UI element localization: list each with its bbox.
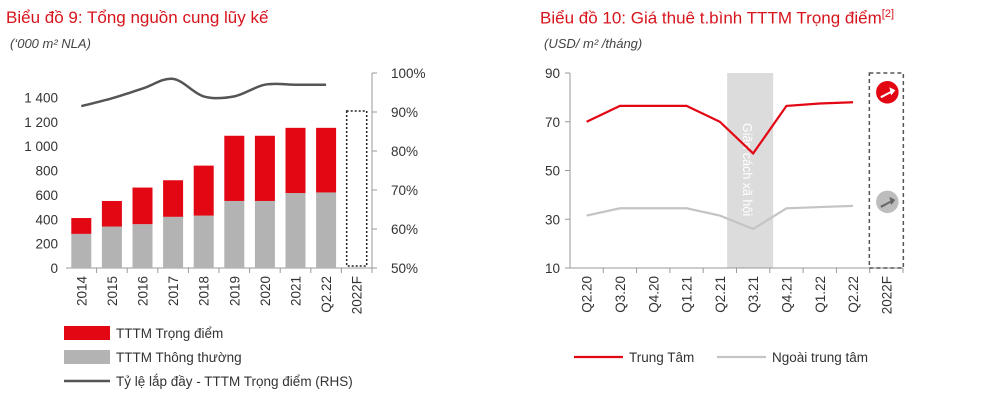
chart2-xtick-label: Q1.22 xyxy=(813,276,828,313)
chart1-bar-thong-thuong xyxy=(224,200,245,268)
chart1-ytick-label: 200 xyxy=(35,237,58,252)
chart1-bar-thong-thuong xyxy=(71,233,92,268)
chart1-ytick-label: 1 200 xyxy=(24,115,58,130)
chart2-shaded-period xyxy=(727,73,774,268)
chart2-title-text: Biểu đồ 10: Giá thuê t.bình TTTM Trọng đ… xyxy=(540,8,882,28)
chart1-xtick-label: 2018 xyxy=(197,276,212,306)
chart1-legend-swatch xyxy=(64,326,110,340)
chart2-xtick-label: Q3.20 xyxy=(613,276,628,313)
chart1-line-occupancy xyxy=(80,77,327,108)
chart1-legend-swatch xyxy=(64,350,110,364)
chart2-xtick-label: Q3.21 xyxy=(746,276,761,313)
chart1-bar-trong-diem xyxy=(163,180,184,217)
chart1-bar-thong-thuong xyxy=(101,226,122,268)
chart2-ytick-label: 50 xyxy=(545,164,560,179)
chart1-xtick-label: 2015 xyxy=(105,276,120,306)
chart1-bar-trong-diem xyxy=(101,200,122,227)
chart1-xtick-label: 2021 xyxy=(289,276,304,306)
chart1-bar-thong-thuong xyxy=(254,200,275,268)
chart1-title: Biểu đồ 9: Tổng nguồn cung lũy kế xyxy=(6,8,269,27)
chart1-xtick-label: 2022F xyxy=(350,276,365,314)
chart2-ytick-label: 30 xyxy=(545,212,560,227)
chart1-bar-trong-diem xyxy=(71,218,92,234)
chart2-outlook-arrow xyxy=(880,196,896,208)
chart1-y2tick-label: 80% xyxy=(391,144,418,159)
chart1-bar-trong-diem xyxy=(254,135,275,201)
chart1-forecast-box xyxy=(345,110,368,267)
chart1-xtick-label: 2016 xyxy=(136,276,151,306)
chart1-legend-label: TTTM Trọng điểm xyxy=(116,326,223,341)
chart1-ytick-label: 1 400 xyxy=(24,90,58,105)
chart1-bar-trong-diem xyxy=(285,127,306,194)
chart2-xtick-label: Q2.22 xyxy=(846,276,861,313)
chart2-xtick-label: 2022F xyxy=(879,276,894,314)
chart1-ytick-label: 0 xyxy=(50,261,58,276)
chart1-bar-thong-thuong xyxy=(285,193,306,268)
chart2-xtick-label: Q1.21 xyxy=(680,276,695,313)
chart2-xtick-label: Q4.20 xyxy=(646,276,661,313)
chart2-ytick-label: 70 xyxy=(545,115,560,130)
chart1-y2tick-label: 50% xyxy=(391,261,418,276)
chart2-legend-label: Trung Tâm xyxy=(629,350,694,365)
chart1-y2tick-label: 70% xyxy=(391,183,418,198)
chart2-xtick-label: Q2.20 xyxy=(580,276,595,313)
chart1-y2tick-label: 60% xyxy=(391,222,418,237)
chart2-line-trung-tam xyxy=(586,101,854,156)
chart1-ytick-label: 600 xyxy=(35,188,58,203)
chart2-xtick-label: Q2.21 xyxy=(713,276,728,313)
chart1-y2tick-label: 90% xyxy=(391,105,418,120)
chart2-legend-label: Ngoài trung tâm xyxy=(772,350,868,365)
chart1-xtick-label: 2017 xyxy=(166,276,181,306)
chart1-bar-trong-diem xyxy=(316,127,337,193)
chart2-xtick-label: Q4.21 xyxy=(779,276,794,313)
chart2-forecast-box xyxy=(868,72,905,269)
chart2-outlook-arrow xyxy=(880,87,896,99)
chart1-ytick-label: 400 xyxy=(35,212,58,227)
chart1-supply: 0 200 400 600 800 1 000 1 200 1 400 50% 60% 70% 80%… xyxy=(24,66,426,389)
chart1-ytick-label: 800 xyxy=(35,164,58,179)
chart2-title: Biểu đồ 10: Giá thuê t.bình TTTM Trọng đ… xyxy=(540,8,894,29)
chart1-xtick-label: 2014 xyxy=(74,276,89,307)
chart2-ytick-label: 10 xyxy=(545,261,560,276)
chart2-annotation: Giãn cách xã hội xyxy=(740,123,754,216)
arrow-up-right-icon xyxy=(874,189,901,215)
chart1-bar-thong-thuong xyxy=(163,216,184,268)
chart1-xtick-label: Q2.22 xyxy=(319,276,334,313)
chart1-ytick-label: 1 000 xyxy=(24,139,58,154)
chart1-bar-thong-thuong xyxy=(132,224,153,268)
chart2-ytick-label: 90 xyxy=(545,66,560,81)
chart1-legend-label: Tỷ lệ lắp đầy - TTTM Trọng điểm (RHS) xyxy=(116,374,353,389)
chart1-unit: (‘000 m² NLA) xyxy=(10,36,91,51)
chart1-bar-thong-thuong xyxy=(193,215,214,268)
chart1-xtick-label: 2020 xyxy=(258,276,273,306)
chart1-bar-trong-diem xyxy=(193,165,214,216)
chart1-xtick-label: 2019 xyxy=(227,276,242,306)
chart1-legend-label: TTTM Thông thường xyxy=(116,350,242,365)
chart1-bar-trong-diem xyxy=(224,135,245,201)
chart2-title-sup: [2] xyxy=(881,8,894,20)
chart2-unit: (USD/ m² /tháng) xyxy=(544,36,643,51)
chart1-bar-thong-thuong xyxy=(316,192,337,268)
chart1-y2tick-label: 100% xyxy=(391,66,426,81)
chart1-bar-trong-diem xyxy=(132,187,153,225)
chart2-line-ngoai-trung-tam xyxy=(586,204,854,231)
arrow-up-right-icon xyxy=(874,79,901,105)
